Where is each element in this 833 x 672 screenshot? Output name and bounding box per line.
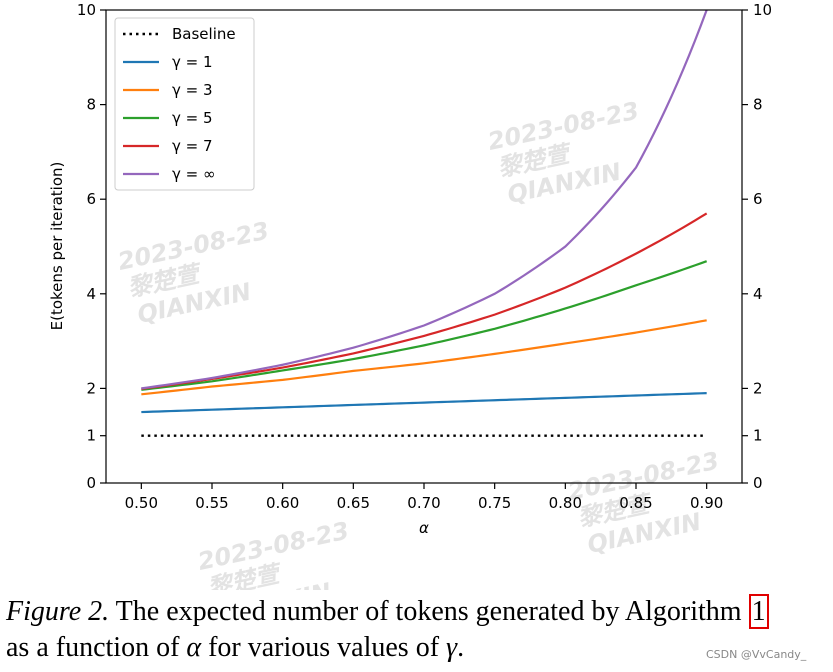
legend-label: Baseline (172, 25, 236, 43)
x-tick-label: 0.55 (195, 494, 228, 512)
legend-label: γ = 3 (172, 81, 213, 99)
y-tick-label-left: 0 (86, 474, 96, 492)
caption-line-2: as a function of α for various values of… (6, 630, 832, 666)
y-tick-label-right: 10 (753, 1, 772, 19)
x-tick-label: 0.50 (125, 494, 158, 512)
caption-text-2a: as a function of (6, 632, 187, 663)
series-line (141, 392, 707, 414)
y-tick-label-left: 2 (86, 379, 96, 397)
y-tick-label-left: 4 (86, 285, 96, 303)
x-tick-label: 0.80 (549, 494, 582, 512)
x-tick-label: 0.85 (619, 494, 652, 512)
x-tick-label: 0.90 (690, 494, 723, 512)
y-tick-label-left: 6 (86, 190, 96, 208)
caption-line-1: Figure 2. The expected number of tokens … (6, 594, 832, 630)
y-tick-label-right: 1 (753, 427, 763, 445)
y-tick-label-right: 6 (753, 190, 763, 208)
y-tick-label-right: 0 (753, 474, 763, 492)
x-axis-ticks: 0.50 0.55 0.60 0.65 0.70 0.75 0.80 0.85 0.90 (125, 483, 723, 512)
series-line (141, 9, 708, 390)
y-tick-label-left: 10 (77, 1, 96, 19)
series-layer (141, 9, 708, 437)
caption-text: The expected number of tokens generated … (109, 596, 749, 627)
x-tick-label: 0.75 (478, 494, 511, 512)
y-tick-label-right: 8 (753, 96, 763, 114)
series-line (141, 319, 707, 396)
series-line (141, 260, 708, 391)
y-axis-right-ticks: 0 1 2 4 6 8 10 (742, 1, 772, 492)
legend-label: γ = 7 (172, 137, 213, 155)
x-tick-label: 0.65 (337, 494, 370, 512)
legend: Baseline γ = 1 γ = 3 γ = 5 γ = 7 γ = ∞ (114, 17, 255, 191)
legend-label: γ = ∞ (172, 165, 215, 183)
caption-text-2c: . (457, 632, 465, 663)
caption-figure-label: Figure 2. (6, 596, 110, 627)
x-tick-label: 0.70 (407, 494, 440, 512)
y-axis-label: E(tokens per iteration) (48, 162, 66, 331)
y-tick-label-right: 4 (753, 285, 763, 303)
figure-caption: Figure 2. The expected number of tokens … (6, 594, 832, 666)
caption-gamma: γ (446, 632, 458, 663)
x-axis-label: α (419, 519, 429, 537)
series-line (141, 212, 708, 390)
algorithm-reference-link[interactable]: 1 (748, 594, 769, 629)
caption-text-2b: for various values of (201, 632, 447, 663)
legend-label: γ = 1 (172, 53, 213, 71)
y-axis-left-ticks: 0 1 2 4 6 8 10 (77, 1, 106, 492)
caption-alpha: α (186, 632, 202, 663)
y-tick-label-left: 1 (86, 427, 96, 445)
x-tick-label: 0.60 (266, 494, 299, 512)
legend-label: γ = 5 (172, 109, 213, 127)
y-tick-label-left: 8 (86, 96, 96, 114)
credit-watermark: CSDN @VvCandy_ (706, 648, 807, 661)
y-tick-label-right: 2 (753, 379, 763, 397)
